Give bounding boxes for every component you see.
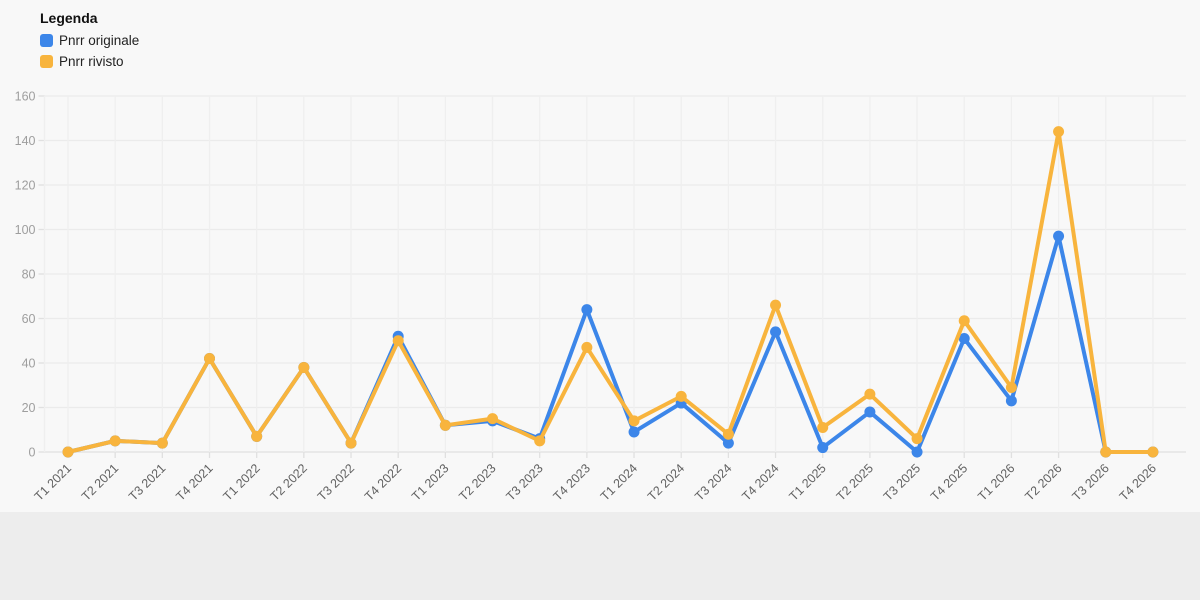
x-tick-label: T3 2022: [315, 461, 357, 503]
data-point-originale[interactable]: [628, 426, 640, 438]
data-point-rivisto[interactable]: [1100, 446, 1112, 458]
y-tick-label: 140: [15, 134, 36, 148]
y-tick-label: 160: [15, 90, 36, 104]
x-tick-label: T1 2025: [787, 461, 829, 503]
x-tick-label: T4 2025: [928, 461, 970, 503]
x-tick-label: T3 2025: [881, 461, 923, 503]
legend-title: Legenda: [40, 10, 98, 26]
x-tick-label: T4 2024: [739, 461, 781, 503]
data-point-rivisto[interactable]: [770, 299, 782, 311]
data-point-originale[interactable]: [911, 446, 923, 458]
data-point-rivisto[interactable]: [298, 361, 310, 373]
x-tick-label: T3 2023: [503, 461, 545, 503]
x-tick-label: T2 2026: [1022, 461, 1064, 503]
data-point-originale[interactable]: [770, 326, 782, 338]
x-tick-label: T1 2022: [220, 461, 262, 503]
data-point-rivisto[interactable]: [1053, 126, 1065, 138]
x-tick-label: T2 2025: [834, 461, 876, 503]
x-tick-label: T3 2021: [126, 461, 168, 503]
series-line-originale: [66, 234, 1155, 454]
data-point-originale[interactable]: [1005, 395, 1017, 407]
data-point-rivisto[interactable]: [722, 428, 734, 440]
data-point-rivisto[interactable]: [392, 335, 404, 347]
legend-item-pnrr-originale[interactable]: Pnrr originale: [40, 30, 139, 51]
data-point-rivisto[interactable]: [581, 341, 593, 353]
legend-item-pnrr-rivisto[interactable]: Pnrr rivisto: [40, 51, 139, 72]
data-point-rivisto[interactable]: [204, 353, 216, 365]
y-tick-label: 100: [15, 223, 36, 237]
legend-swatch-originale-icon: [40, 34, 53, 47]
data-point-rivisto[interactable]: [345, 437, 357, 449]
x-tick-label: T1 2023: [409, 461, 451, 503]
data-point-rivisto[interactable]: [864, 388, 876, 400]
data-point-rivisto[interactable]: [251, 430, 263, 442]
data-point-originale[interactable]: [958, 333, 970, 345]
x-tick-label: T2 2024: [645, 461, 687, 503]
data-point-rivisto[interactable]: [675, 390, 687, 402]
x-tick-label: T4 2023: [551, 461, 593, 503]
series-line-rivisto: [66, 129, 1155, 454]
data-point-rivisto[interactable]: [958, 315, 970, 327]
data-point-rivisto[interactable]: [628, 415, 640, 427]
y-tick-label: 40: [22, 357, 36, 371]
data-point-originale[interactable]: [722, 437, 734, 449]
x-tick-label: T4 2022: [362, 461, 404, 503]
chart-card: Legenda Pnrr originale Pnrr rivisto 0 20 4…: [0, 0, 1200, 512]
x-tick-label: T2 2021: [79, 461, 121, 503]
data-point-rivisto[interactable]: [817, 422, 829, 434]
x-tick-label: T4 2021: [173, 461, 215, 503]
data-point-originale[interactable]: [581, 304, 593, 316]
legend-label-rivisto: Pnrr rivisto: [59, 54, 124, 69]
data-point-originale[interactable]: [1053, 230, 1065, 242]
data-point-rivisto[interactable]: [439, 419, 451, 431]
x-tick-label: T2 2022: [268, 461, 310, 503]
legend-swatch-rivisto-icon: [40, 55, 53, 68]
data-point-rivisto[interactable]: [156, 437, 168, 449]
data-point-rivisto[interactable]: [1005, 381, 1017, 393]
chart-legend: Legenda Pnrr originale Pnrr rivisto: [40, 10, 139, 72]
x-tick-label: T3 2026: [1070, 461, 1112, 503]
y-tick-label: 20: [22, 401, 36, 415]
data-point-originale[interactable]: [817, 442, 829, 454]
data-point-rivisto[interactable]: [109, 435, 121, 447]
x-tick-label: T1 2026: [975, 461, 1017, 503]
x-tick-label: T3 2024: [692, 461, 734, 503]
data-point-rivisto[interactable]: [1147, 446, 1159, 458]
data-point-rivisto[interactable]: [62, 446, 74, 458]
data-point-rivisto[interactable]: [911, 433, 923, 445]
data-point-originale[interactable]: [864, 406, 876, 418]
x-tick-label: T1 2024: [598, 461, 640, 503]
legend-label-originale: Pnrr originale: [59, 33, 140, 48]
x-tick-label: T1 2021: [32, 461, 74, 503]
data-point-rivisto[interactable]: [534, 435, 546, 447]
y-tick-label: 80: [22, 268, 36, 282]
data-point-rivisto[interactable]: [487, 413, 499, 425]
x-tick-label: T2 2023: [456, 461, 498, 503]
y-tick-label: 60: [22, 312, 36, 326]
y-tick-label: 0: [29, 446, 36, 460]
x-tick-label: T4 2026: [1117, 461, 1159, 503]
y-tick-label: 120: [15, 179, 36, 193]
